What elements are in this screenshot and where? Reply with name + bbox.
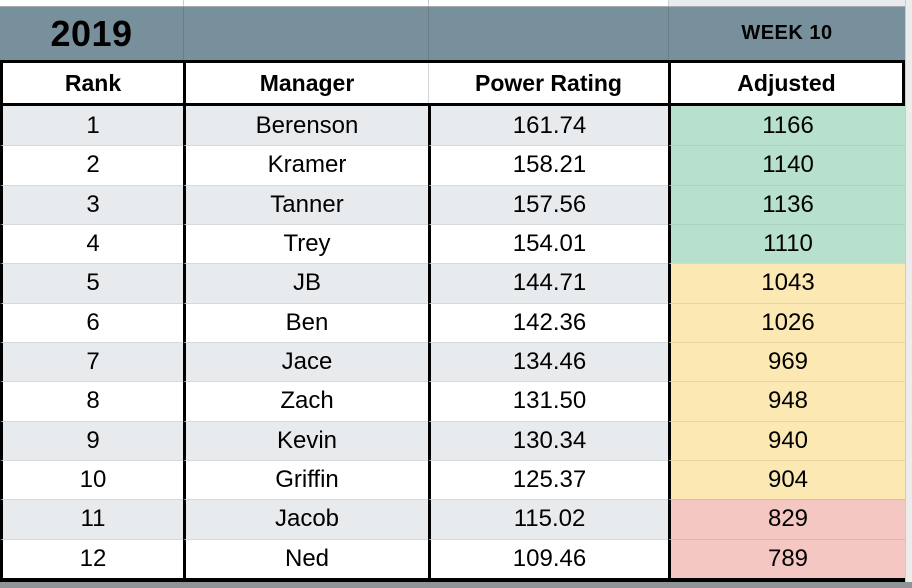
table-row: 3 Tanner 157.56 1136: [0, 184, 905, 224]
column-header-row: Rank Manager Power Rating Adjusted: [0, 63, 905, 106]
cell-power-rating[interactable]: 157.56: [428, 184, 668, 224]
cell-manager[interactable]: Kevin: [183, 420, 428, 460]
cell-adjusted[interactable]: 948: [668, 381, 905, 421]
cell-power-rating[interactable]: 158.21: [428, 145, 668, 185]
cell-adjusted[interactable]: 829: [668, 499, 905, 539]
table-row: 2 Kramer 158.21 1140: [0, 145, 905, 185]
cell-manager[interactable]: Tanner: [183, 184, 428, 224]
cell-rank[interactable]: 9: [0, 420, 183, 460]
cell-manager[interactable]: Zach: [183, 381, 428, 421]
cell-power-rating[interactable]: 131.50: [428, 381, 668, 421]
cell-manager[interactable]: Griffin: [183, 459, 428, 500]
cell-rank[interactable]: 5: [0, 263, 183, 303]
cell-manager[interactable]: Trey: [183, 223, 428, 264]
title-row: 2019 WEEK 10: [0, 7, 905, 63]
cell-manager[interactable]: JB: [183, 263, 428, 303]
cell-adjusted[interactable]: 789: [668, 538, 905, 578]
cell-power-rating[interactable]: 134.46: [428, 341, 668, 382]
cell-rank[interactable]: 2: [0, 145, 183, 185]
partial-cell: [0, 0, 183, 6]
cell-power-rating[interactable]: 154.01: [428, 223, 668, 264]
cell-rank[interactable]: 8: [0, 381, 183, 421]
column-header-rank[interactable]: Rank: [0, 63, 183, 103]
cell-power-rating[interactable]: 130.34: [428, 420, 668, 460]
table-row: 10 Griffin 125.37 904: [0, 459, 905, 500]
cell-power-rating[interactable]: 109.46: [428, 538, 668, 578]
table-row: 7 Jace 134.46 969: [0, 341, 905, 382]
year-label: 2019: [50, 12, 133, 54]
table-body: 1 Berenson 161.74 1166 2 Kramer 158.21 1…: [0, 106, 905, 582]
cell-adjusted[interactable]: 904: [668, 459, 905, 500]
cell-adjusted[interactable]: 1043: [668, 263, 905, 303]
cell-power-rating[interactable]: 115.02: [428, 499, 668, 539]
cell-rank[interactable]: 6: [0, 302, 183, 342]
week-cell[interactable]: WEEK 10: [668, 7, 905, 60]
table-row: 11 Jacob 115.02 829: [0, 499, 905, 539]
cell-manager[interactable]: Ben: [183, 302, 428, 342]
cell-adjusted[interactable]: 1140: [668, 145, 905, 185]
table-row: 8 Zach 131.50 948: [0, 381, 905, 421]
column-header-power-rating[interactable]: Power Rating: [428, 63, 668, 103]
partial-column-right: [905, 0, 912, 582]
column-header-manager[interactable]: Manager: [183, 63, 428, 103]
table-row: 9 Kevin 130.34 940: [0, 420, 905, 460]
partial-row-below: [0, 582, 912, 588]
partial-cell: [183, 0, 428, 6]
table-row: 4 Trey 154.01 1110: [0, 223, 905, 264]
cell-adjusted[interactable]: 1166: [668, 106, 905, 146]
cell-rank[interactable]: 12: [0, 538, 183, 578]
table-row: 12 Ned 109.46 789: [0, 538, 905, 578]
cell-manager[interactable]: Ned: [183, 538, 428, 578]
table-row: 1 Berenson 161.74 1166: [0, 106, 905, 146]
cell-power-rating[interactable]: 142.36: [428, 302, 668, 342]
year-cell[interactable]: 2019: [0, 7, 183, 60]
partial-cell: [668, 0, 905, 6]
table-row: 5 JB 144.71 1043: [0, 263, 905, 303]
title-spacer-cell[interactable]: [428, 7, 668, 60]
cell-rank[interactable]: 1: [0, 106, 183, 146]
title-spacer-cell[interactable]: [183, 7, 428, 60]
cell-adjusted[interactable]: 1110: [668, 223, 905, 264]
partial-cell: [428, 0, 668, 6]
cell-manager[interactable]: Kramer: [183, 145, 428, 185]
cell-power-rating[interactable]: 125.37: [428, 459, 668, 500]
cell-adjusted[interactable]: 1136: [668, 184, 905, 224]
cell-power-rating[interactable]: 144.71: [428, 263, 668, 303]
column-header-adjusted[interactable]: Adjusted: [668, 63, 905, 103]
cell-adjusted[interactable]: 1026: [668, 302, 905, 342]
cell-power-rating[interactable]: 161.74: [428, 106, 668, 146]
cell-adjusted[interactable]: 940: [668, 420, 905, 460]
cell-rank[interactable]: 4: [0, 223, 183, 264]
cell-adjusted[interactable]: 969: [668, 341, 905, 382]
cell-rank[interactable]: 3: [0, 184, 183, 224]
cell-rank[interactable]: 10: [0, 459, 183, 500]
cell-manager[interactable]: Berenson: [183, 106, 428, 146]
cell-manager[interactable]: Jace: [183, 341, 428, 382]
week-label: WEEK 10: [741, 22, 833, 44]
table-row: 6 Ben 142.36 1026: [0, 302, 905, 342]
cell-rank[interactable]: 7: [0, 341, 183, 382]
cell-manager[interactable]: Jacob: [183, 499, 428, 539]
cell-rank[interactable]: 11: [0, 499, 183, 539]
partial-row-above: [0, 0, 905, 7]
